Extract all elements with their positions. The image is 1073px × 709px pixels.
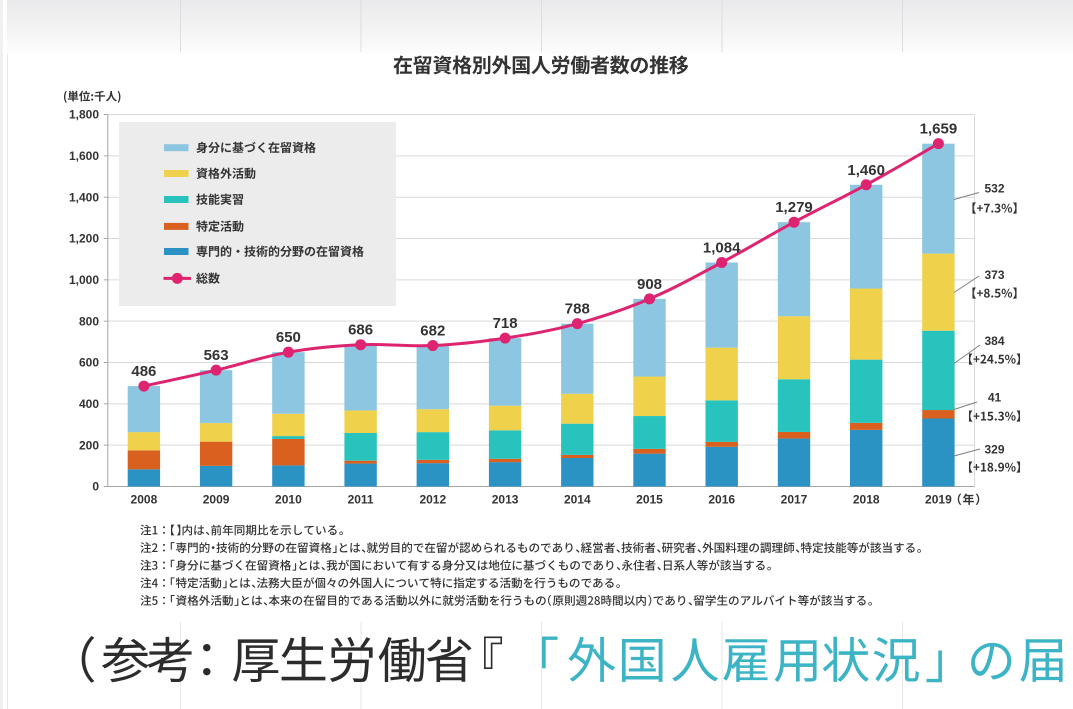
svg-text:682: 682 bbox=[420, 323, 445, 340]
svg-text:718: 718 bbox=[493, 315, 518, 332]
svg-text:1,600: 1,600 bbox=[69, 149, 99, 163]
svg-text:41: 41 bbox=[988, 391, 1002, 405]
svg-text:2015: 2015 bbox=[636, 493, 663, 507]
svg-text:532: 532 bbox=[984, 182, 1004, 196]
svg-text:400: 400 bbox=[79, 397, 99, 411]
svg-text:650: 650 bbox=[276, 329, 301, 346]
svg-text:2012: 2012 bbox=[419, 493, 446, 507]
svg-text:2014: 2014 bbox=[564, 493, 591, 507]
svg-text:2010: 2010 bbox=[275, 493, 302, 507]
svg-text:2009: 2009 bbox=[203, 493, 230, 507]
svg-text:1,659: 1,659 bbox=[920, 121, 958, 138]
svg-text:1,084: 1,084 bbox=[703, 240, 741, 257]
svg-text:1,400: 1,400 bbox=[69, 190, 99, 204]
svg-text:2013: 2013 bbox=[492, 493, 519, 507]
svg-text:329: 329 bbox=[984, 443, 1004, 457]
svg-text:600: 600 bbox=[79, 356, 99, 370]
svg-text:373: 373 bbox=[984, 268, 1004, 282]
svg-text:908: 908 bbox=[637, 276, 662, 293]
svg-text:486: 486 bbox=[131, 363, 156, 380]
svg-text:2019: 2019 bbox=[925, 493, 952, 507]
svg-text:686: 686 bbox=[348, 322, 373, 339]
svg-text:384: 384 bbox=[984, 334, 1004, 348]
svg-text:2016: 2016 bbox=[708, 493, 735, 507]
svg-text:1,460: 1,460 bbox=[847, 162, 885, 179]
svg-text:2011: 2011 bbox=[348, 493, 374, 507]
svg-text:1,800: 1,800 bbox=[69, 108, 99, 122]
svg-text:563: 563 bbox=[204, 347, 229, 364]
svg-text:200: 200 bbox=[79, 438, 99, 452]
svg-text:1,200: 1,200 bbox=[69, 232, 99, 246]
svg-text:788: 788 bbox=[565, 301, 590, 318]
svg-text:2018: 2018 bbox=[853, 493, 880, 507]
svg-text:0: 0 bbox=[92, 480, 99, 494]
svg-text:800: 800 bbox=[79, 314, 99, 328]
svg-text:1,279: 1,279 bbox=[775, 199, 813, 216]
svg-text:2017: 2017 bbox=[781, 493, 808, 507]
svg-text:1,000: 1,000 bbox=[69, 273, 99, 287]
svg-text:2008: 2008 bbox=[131, 493, 158, 507]
